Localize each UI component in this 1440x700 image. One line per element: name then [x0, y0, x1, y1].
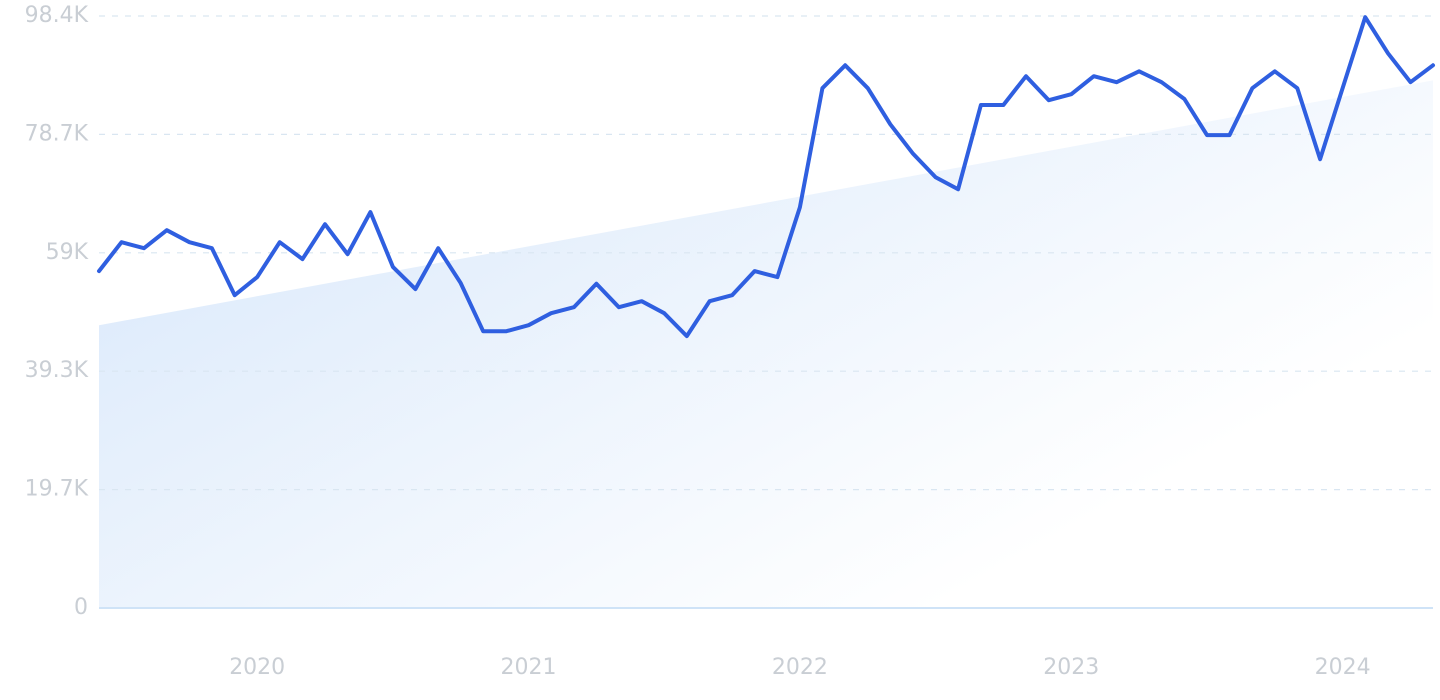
x-tick-label: 2024 — [1315, 655, 1371, 680]
line — [97, 15, 1435, 339]
y-tick-label: 39.3K — [25, 358, 89, 383]
y-tick-label: 78.7K — [25, 121, 89, 146]
x-tick-label: 2021 — [501, 655, 557, 680]
x-tick-label: 2022 — [772, 655, 828, 680]
y-tick-label: 59K — [46, 240, 89, 265]
trend-area — [99, 80, 1433, 609]
y-tick-label: 98.4K — [25, 3, 89, 28]
y-tick-label: 19.7K — [25, 477, 89, 502]
y-tick-label: 0 — [74, 595, 88, 620]
x-tick-label: 2023 — [1043, 655, 1099, 680]
x-tick-label: 2020 — [229, 655, 285, 680]
